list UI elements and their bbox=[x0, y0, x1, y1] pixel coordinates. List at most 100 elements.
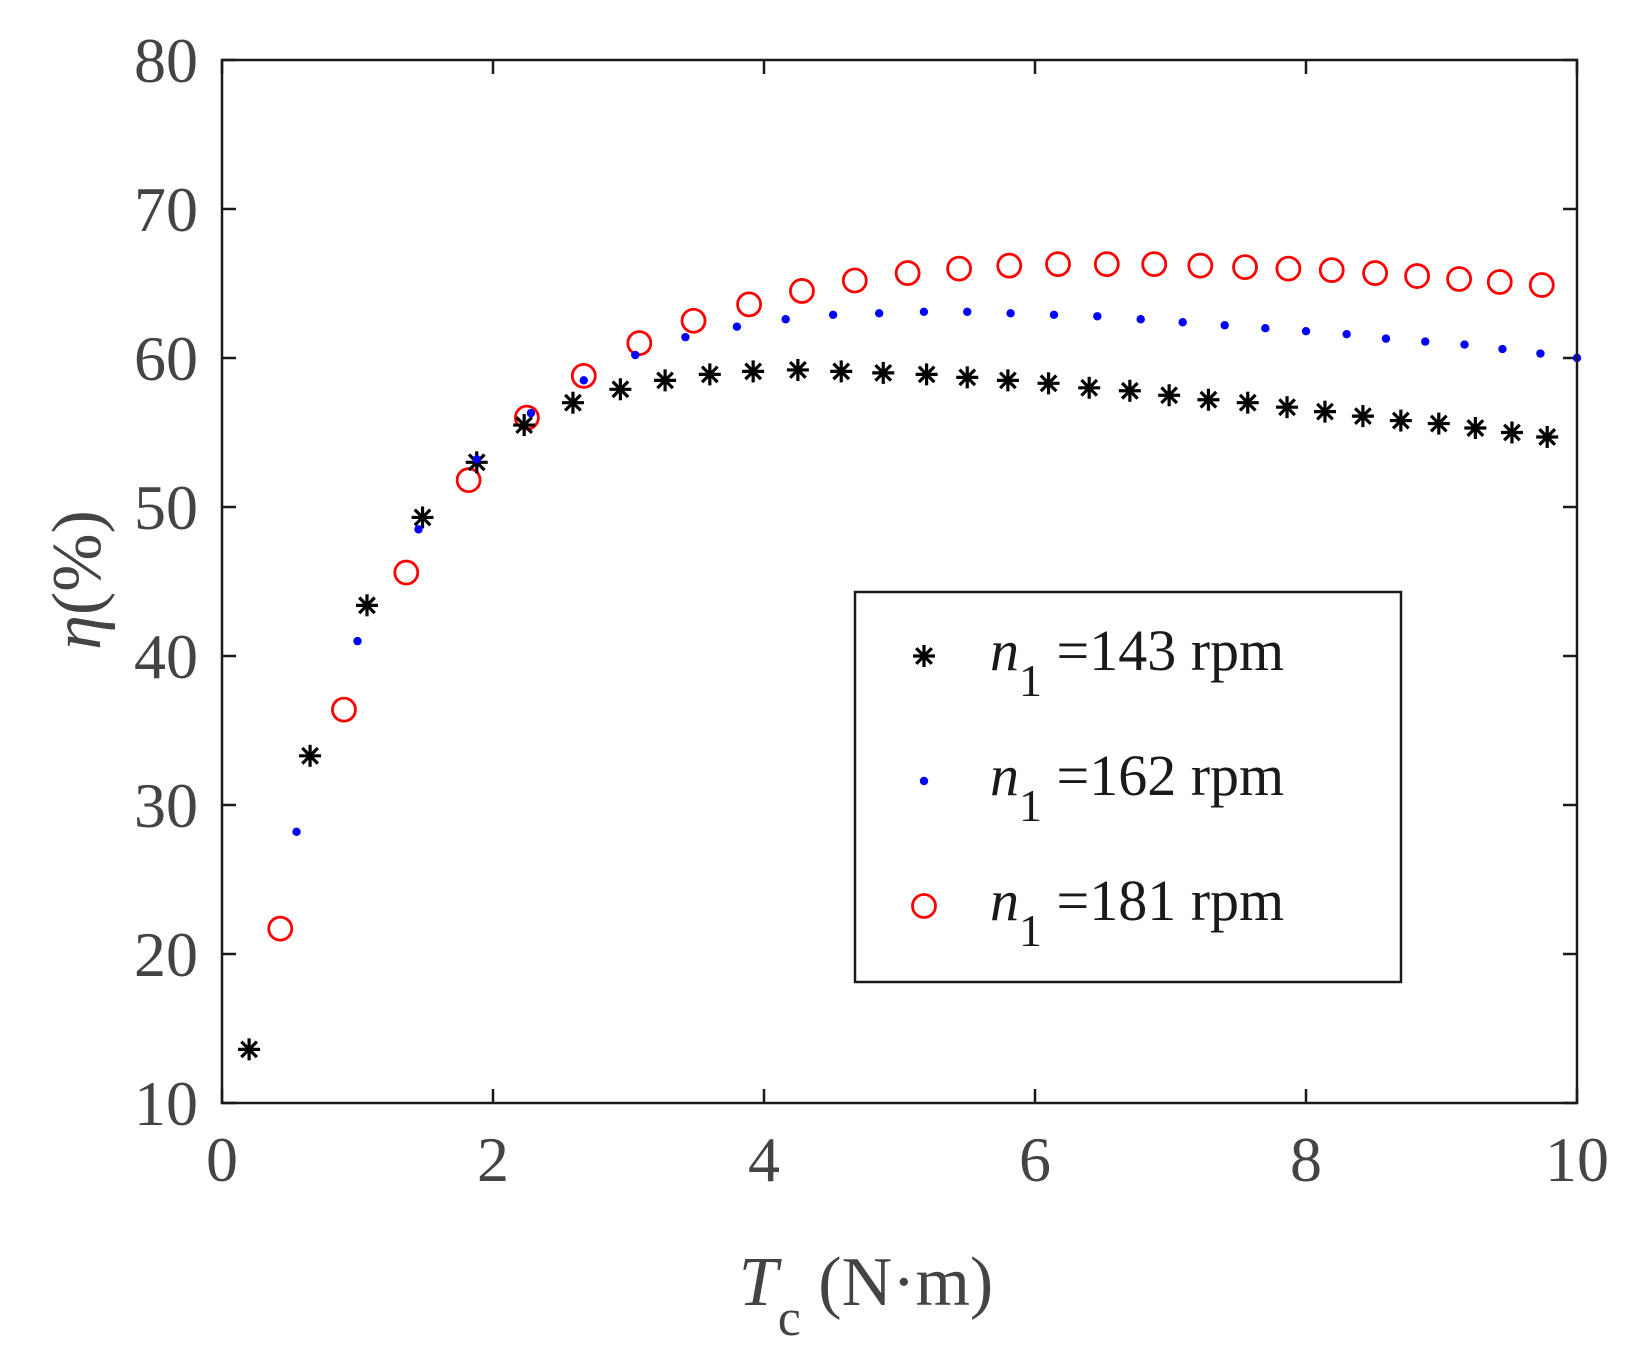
y-axis-unit: (%) bbox=[39, 510, 116, 615]
data-point-asterisk bbox=[513, 414, 536, 437]
data-point-asterisk bbox=[786, 358, 809, 381]
data-point-circle bbox=[1275, 255, 1302, 282]
x-axis-title: Tc (N·m) bbox=[739, 1244, 993, 1347]
x-tick-label: 0 bbox=[206, 1124, 238, 1195]
y-tick-label: 50 bbox=[134, 472, 198, 543]
data-point-asterisk bbox=[238, 1038, 261, 1061]
data-point-asterisk bbox=[1427, 412, 1450, 435]
data-point-circle bbox=[570, 362, 597, 389]
y-tick-label: 10 bbox=[134, 1068, 198, 1139]
data-point-dot bbox=[1342, 329, 1351, 339]
data-point-asterisk bbox=[830, 360, 853, 383]
legend-subscript: 1 bbox=[1019, 780, 1042, 831]
data-point-circle bbox=[267, 915, 294, 942]
data-point-circle bbox=[1486, 269, 1513, 295]
data-point-asterisk bbox=[1464, 417, 1487, 440]
legend-symbol: n bbox=[990, 618, 1019, 683]
data-point-dot bbox=[732, 322, 742, 331]
legend: n1 =143 rpm n1 =162 rpm n1 =181 rpm bbox=[853, 590, 1403, 984]
x-tick-label: 4 bbox=[748, 1124, 780, 1195]
x-axis-subscript: c bbox=[778, 1290, 801, 1347]
data-point-dot bbox=[874, 309, 884, 318]
data-point-dot bbox=[1261, 324, 1270, 333]
legend-marker-symbol bbox=[913, 645, 935, 667]
legend-subscript: 1 bbox=[1019, 905, 1042, 956]
plot-frame bbox=[220, 58, 1579, 1105]
data-point-dot bbox=[1381, 334, 1391, 343]
data-point-dot bbox=[1421, 337, 1430, 346]
data-points bbox=[238, 251, 1582, 1061]
y-tick-label: 80 bbox=[134, 25, 198, 96]
data-point-asterisk bbox=[1351, 405, 1374, 428]
data-point-dot bbox=[414, 525, 423, 534]
data-point-asterisk bbox=[299, 744, 322, 767]
data-point-dot bbox=[1049, 310, 1059, 319]
y-tick-label: 40 bbox=[134, 621, 198, 692]
data-point-circle bbox=[1446, 266, 1473, 292]
data-point-circle bbox=[1093, 251, 1120, 278]
legend-marker-181rpm bbox=[911, 893, 937, 919]
data-point-asterisk bbox=[1197, 388, 1220, 411]
data-point-dot bbox=[631, 350, 640, 360]
legend-marker-symbol bbox=[919, 776, 929, 786]
data-point-asterisk bbox=[1236, 391, 1259, 414]
data-point-dot bbox=[526, 408, 536, 418]
data-point-asterisk bbox=[915, 363, 938, 386]
data-point-asterisk bbox=[411, 506, 434, 529]
axis-tick-labels: 0 2 4 6 8 10 10 20 30 40 50 60 70 80 bbox=[134, 25, 1609, 1195]
legend-marker-143rpm bbox=[913, 645, 935, 667]
data-point-circle bbox=[1232, 254, 1258, 281]
data-point-dot bbox=[292, 827, 301, 837]
legend-symbol: n bbox=[990, 743, 1019, 808]
data-point-dot bbox=[781, 315, 790, 324]
data-point-asterisk bbox=[1118, 379, 1141, 402]
data-point-circle bbox=[736, 291, 762, 318]
data-point-asterisk bbox=[996, 369, 1019, 392]
data-point-dot bbox=[1498, 344, 1507, 354]
x-axis-symbol: T bbox=[739, 1244, 783, 1321]
data-point-dot bbox=[1178, 318, 1187, 327]
legend-marker-162rpm bbox=[919, 776, 929, 786]
data-point-asterisk bbox=[561, 391, 584, 414]
data-point-dot bbox=[681, 332, 690, 342]
data-point-circle bbox=[1404, 263, 1431, 289]
x-tick-label: 10 bbox=[1545, 1124, 1609, 1195]
legend-label-162rpm: n1 =162 rpm bbox=[990, 743, 1284, 831]
data-point-circle bbox=[946, 255, 973, 282]
legend-label-181rpm: n1 =181 rpm bbox=[990, 868, 1284, 956]
legend-box bbox=[853, 590, 1403, 984]
data-point-dot bbox=[1006, 309, 1015, 318]
data-point-asterisk bbox=[355, 594, 378, 617]
data-point-asterisk bbox=[1037, 372, 1060, 395]
data-point-dot bbox=[1136, 315, 1145, 324]
data-point-dot bbox=[1301, 326, 1311, 336]
data-point-dot bbox=[1220, 321, 1229, 330]
data-point-dot bbox=[1536, 349, 1545, 358]
data-point-circle bbox=[1362, 260, 1389, 286]
y-axis-symbol: η bbox=[39, 615, 116, 650]
data-point-asterisk bbox=[1500, 421, 1523, 444]
legend-text: =143 rpm bbox=[1042, 618, 1284, 683]
data-point-circle bbox=[789, 278, 815, 304]
x-tick-label: 2 bbox=[477, 1124, 509, 1195]
data-point-dot bbox=[472, 455, 481, 464]
data-point-asterisk bbox=[872, 361, 895, 384]
data-point-circle bbox=[1318, 257, 1345, 283]
data-point-asterisk bbox=[1313, 400, 1336, 423]
data-point-dot bbox=[579, 376, 588, 385]
data-point-circle bbox=[1045, 251, 1071, 278]
legend-text: =181 rpm bbox=[1042, 868, 1284, 933]
data-point-dot bbox=[919, 307, 929, 317]
x-tick-label: 6 bbox=[1019, 1124, 1051, 1195]
x-axis-unit: (N·m) bbox=[801, 1244, 993, 1321]
y-tick-label: 30 bbox=[134, 770, 198, 841]
data-point-dot bbox=[828, 310, 838, 319]
data-point-circle bbox=[996, 252, 1023, 279]
legend-text: =162 rpm bbox=[1042, 743, 1284, 808]
data-point-dot bbox=[1460, 340, 1469, 349]
legend-marker-symbol bbox=[911, 893, 937, 919]
legend-subscript: 1 bbox=[1019, 655, 1042, 706]
data-point-dot bbox=[1093, 312, 1102, 321]
y-tick-label: 60 bbox=[134, 323, 198, 394]
